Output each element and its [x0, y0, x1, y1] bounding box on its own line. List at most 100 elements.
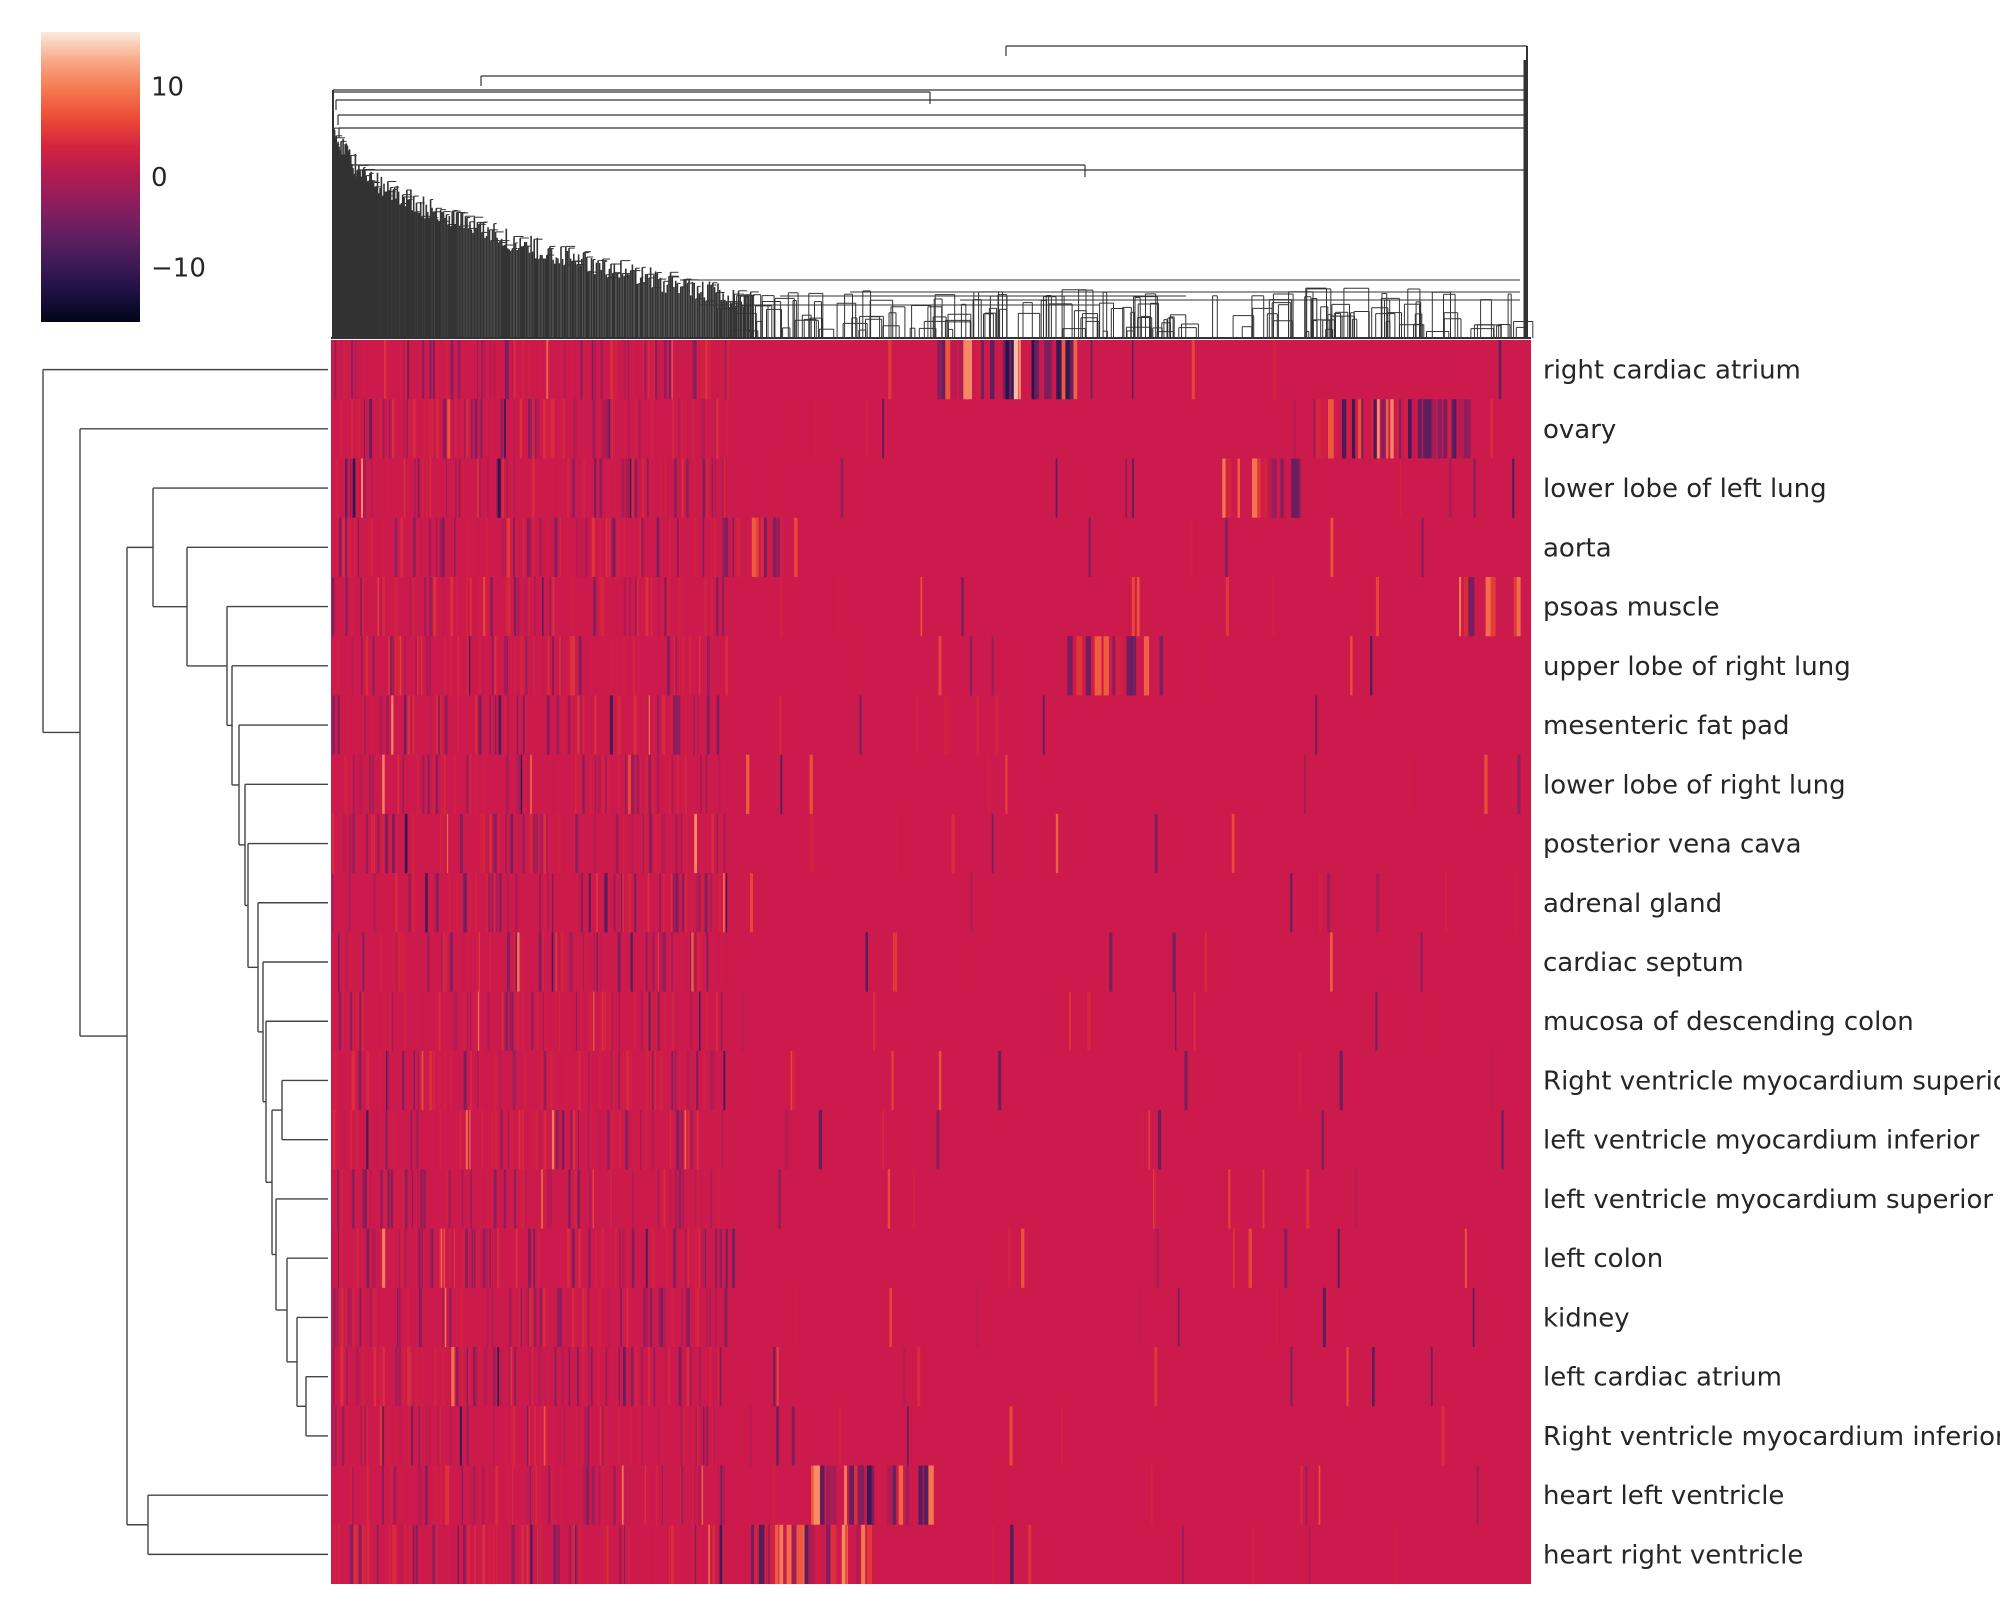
- heatmap-cell: [645, 1228, 648, 1288]
- heatmap-cell: [698, 873, 701, 933]
- heatmap-cell: [703, 1406, 705, 1466]
- heatmap-cell: [356, 1110, 360, 1170]
- heatmap-cell: [1453, 399, 1457, 459]
- heatmap-cell: [432, 1347, 434, 1407]
- heatmap-cell: [662, 932, 666, 992]
- heatmap-cell: [1293, 458, 1299, 518]
- heatmap-cell: [597, 1110, 601, 1170]
- heatmap-cell: [630, 932, 633, 992]
- heatmap-cell: [499, 873, 502, 933]
- heatmap-cell: [550, 399, 554, 459]
- heatmap-cell: [854, 1465, 858, 1525]
- heatmap-cell: [527, 636, 530, 696]
- heatmap-cell: [686, 577, 688, 637]
- heatmap-cell: [581, 873, 583, 933]
- heatmap-cell: [444, 1465, 449, 1525]
- heatmap-cell: [710, 1050, 713, 1111]
- heatmap-cell: [350, 932, 352, 992]
- heatmap-cell: [644, 1110, 648, 1170]
- heatmap-cell: [674, 1050, 677, 1111]
- heatmap-cell: [408, 873, 412, 933]
- heatmap-cell: [951, 813, 955, 874]
- heatmap-cell: [1009, 1406, 1013, 1466]
- heatmap-cell: [593, 991, 595, 1051]
- heatmap-cell: [601, 577, 604, 637]
- heatmap-cell: [693, 340, 697, 400]
- heatmap-cell: [697, 991, 700, 1051]
- heatmap-cell: [504, 636, 506, 696]
- heatmap-cell: [649, 458, 653, 518]
- heatmap-cell: [1290, 1347, 1293, 1407]
- heatmap-cell: [456, 577, 458, 637]
- heatmap-cell: [891, 1050, 894, 1111]
- heatmap-cell: [626, 1228, 630, 1288]
- heatmap-cell: [725, 517, 729, 577]
- heatmap-cell: [1441, 1406, 1445, 1466]
- heatmap-cell: [465, 577, 468, 637]
- heatmap-cell: [717, 1406, 719, 1466]
- heatmap-cell: [804, 1524, 812, 1585]
- heatmap-cell: [857, 1465, 865, 1525]
- heatmap-cell: [685, 1287, 688, 1348]
- heatmap-cell: [600, 340, 603, 400]
- heatmap-cell: [461, 1228, 465, 1288]
- heatmap-cell: [379, 1406, 383, 1466]
- heatmap-cell: [633, 1110, 637, 1170]
- heatmap-cell: [470, 1169, 472, 1229]
- heatmap-cell: [1100, 517, 1103, 577]
- heatmap-cell: [680, 813, 682, 874]
- heatmap-cell: [711, 577, 713, 637]
- heatmap-cell: [552, 399, 555, 459]
- heatmap-cell: [1473, 458, 1477, 518]
- heatmap-cell: [861, 1524, 866, 1585]
- heatmap-cell: [500, 932, 502, 992]
- heatmap-cell: [544, 991, 548, 1051]
- heatmap-cell: [1055, 458, 1058, 518]
- heatmap-cell: [626, 1287, 629, 1348]
- heatmap-cell: [489, 813, 492, 874]
- heatmap-cell: [546, 695, 550, 755]
- heatmap-cell: [568, 932, 572, 992]
- heatmap-cell: [1280, 458, 1288, 518]
- heatmap-cell: [718, 873, 722, 933]
- heatmap-cell: [892, 1465, 899, 1525]
- heatmap-cell: [719, 1524, 723, 1585]
- heatmap-cell: [1422, 399, 1425, 459]
- heatmap-cell: [367, 1169, 369, 1229]
- heatmap-cell: [393, 1465, 397, 1525]
- heatmap-cell: [373, 1347, 377, 1407]
- heatmap-cell: [572, 399, 575, 459]
- heatmap-cell: [661, 1050, 664, 1111]
- heatmap-cell: [552, 873, 554, 933]
- heatmap-cell: [586, 1465, 588, 1525]
- heatmap-cell: [725, 340, 728, 400]
- heatmap-cell: [377, 577, 380, 637]
- heatmap-cell: [621, 1465, 624, 1525]
- heatmap-cell: [1445, 873, 1447, 933]
- heatmap-cell: [718, 754, 721, 814]
- heatmap-cell: [349, 399, 352, 459]
- heatmap-cell: [407, 1406, 410, 1466]
- heatmap-cell: [359, 1287, 362, 1348]
- heatmap-cell: [722, 517, 725, 577]
- heatmap-cell: [558, 991, 560, 1051]
- heatmap-cell: [1346, 1347, 1349, 1407]
- heatmap-cell: [665, 1228, 668, 1288]
- heatmap-cell: [398, 1347, 402, 1407]
- heatmap-cell: [439, 517, 443, 577]
- heatmap-cell: [466, 1406, 470, 1466]
- heatmap-cell: [1021, 1228, 1025, 1288]
- heatmap-cell: [987, 873, 991, 933]
- heatmap-cell: [463, 991, 465, 1051]
- heatmap-cell: [367, 1347, 371, 1407]
- heatmap-cell: [360, 991, 363, 1051]
- heatmap-cell: [426, 932, 430, 992]
- heatmap-cell: [489, 695, 492, 755]
- heatmap-cell: [351, 1169, 354, 1229]
- heatmap-cell: [343, 1110, 347, 1170]
- heatmap-cell: [390, 399, 394, 459]
- heatmap-cell: [503, 991, 507, 1051]
- heatmap-cell: [587, 1110, 590, 1170]
- heatmap-cell: [1231, 813, 1235, 874]
- heatmap-cell: [664, 577, 667, 637]
